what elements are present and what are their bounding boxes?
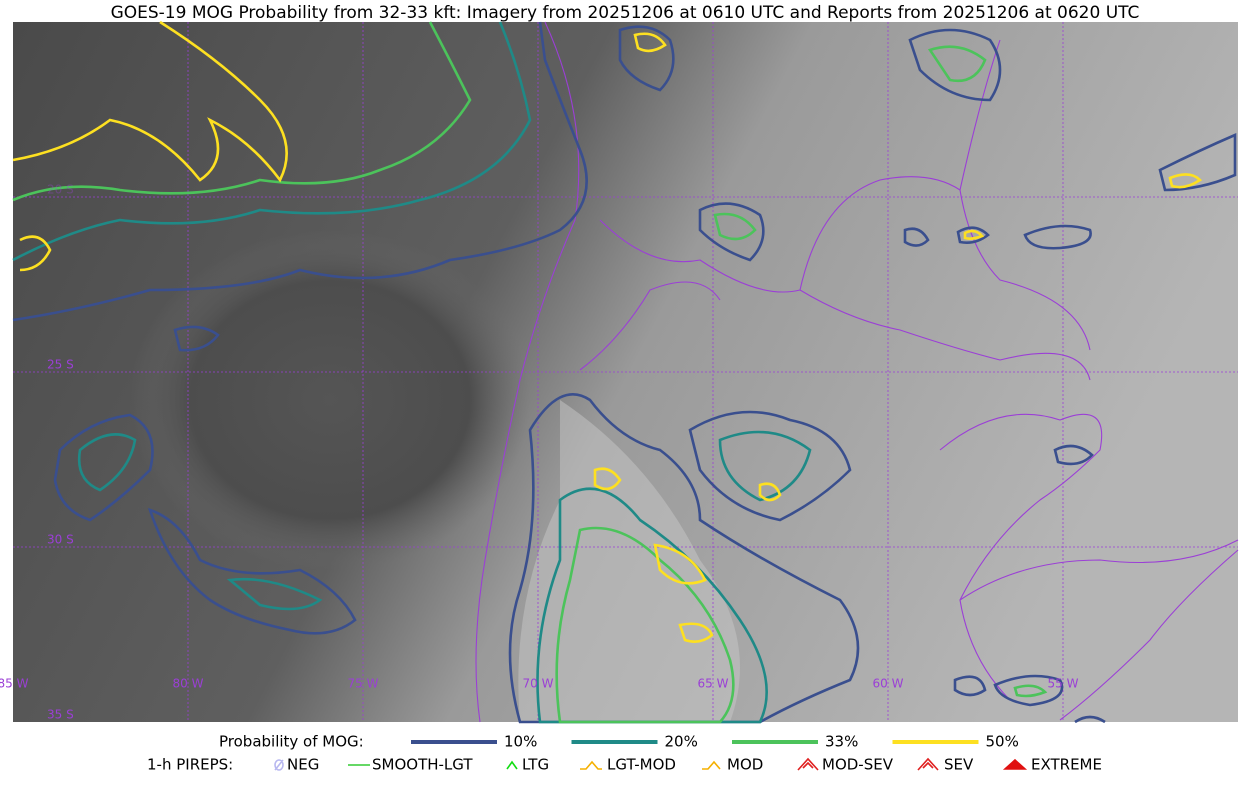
grid-lines (13, 22, 1238, 722)
legend-label: 20% (665, 733, 698, 751)
borders (475, 21, 1239, 723)
legend-label: LTG (522, 756, 549, 774)
pirep-icon (702, 760, 721, 770)
legend-label: NEG (287, 756, 319, 774)
longitude-label: 85 W (0, 677, 29, 691)
cloud-mass (518, 400, 740, 722)
longitude-label: 60 W (873, 677, 904, 691)
latitude-label: 30 S (47, 533, 74, 547)
legend-label: 10% (504, 733, 537, 751)
latitude-label: 35 S (47, 708, 74, 722)
grid-labels: 20 S 25 S 30 S 35 S 85 W 80 W 75 W 70 W 65 W 60 W… (0, 183, 1079, 722)
longitude-label: 75 W (348, 677, 379, 691)
legend-label: LGT-MOD (607, 756, 676, 774)
title: GOES-19 MOG Probability from 32-33 kft: … (111, 3, 1140, 23)
legend-label: MOD-SEV (822, 756, 894, 774)
legend-title: Probability of MOG: (219, 733, 364, 751)
legend-label: 33% (825, 733, 858, 751)
pirep-icon (917, 757, 939, 771)
longitude-label: 80 W (173, 677, 204, 691)
pirep-icon (1002, 758, 1028, 770)
legend-title: 1-h PIREPS: (147, 756, 233, 774)
pirep-icon (274, 759, 284, 771)
legend-label: MOD (727, 756, 763, 774)
mog-contours (12, 20, 1237, 724)
pirep-icon (506, 760, 518, 770)
pirep-icon (797, 757, 819, 771)
pirep-icon (580, 760, 602, 770)
latitude-label: 20 S (47, 183, 74, 197)
legend-label: 50% (986, 733, 1019, 751)
map-area (12, 20, 1239, 724)
legend-label: SEV (944, 756, 974, 774)
longitude-label: 55 W (1048, 677, 1079, 691)
legend-label: SMOOTH-LGT (372, 756, 473, 774)
legend-label: EXTREME (1031, 756, 1102, 774)
legend: Probability of MOG: 10% 20% 33% 50% 1-h PIREP… (147, 733, 1102, 774)
latitude-label: 25 S (47, 358, 74, 372)
cloud-swirl (130, 230, 530, 570)
longitude-label: 70 W (523, 677, 554, 691)
longitude-label: 65 W (698, 677, 729, 691)
